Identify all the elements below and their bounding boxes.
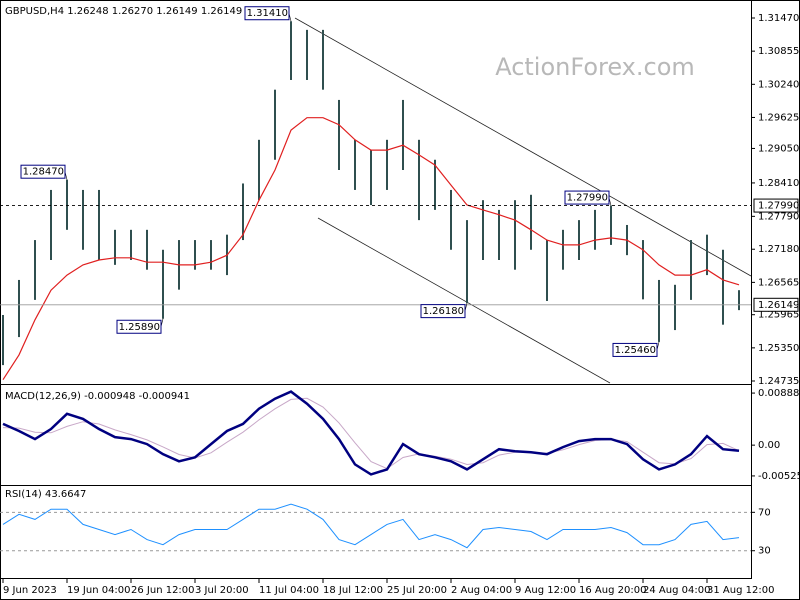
annotation-box [612, 342, 658, 357]
moving-average [2, 117, 740, 381]
x-tick-label: 25 Jul 20:00 [387, 585, 447, 596]
annotation-box [20, 164, 66, 179]
rsi-line [2, 503, 740, 549]
annotation-label: 1.28470 [23, 167, 64, 178]
x-tick-label: 2 Aug 04:00 [451, 585, 512, 596]
x-tick-label: 3 Jul 20:00 [195, 585, 249, 596]
x-tick-label: 19 Jun 04:00 [67, 585, 131, 596]
y-tick-label: 1.31470 [758, 13, 799, 24]
y-tick-label: 1.27180 [758, 244, 799, 255]
annotation-box [116, 319, 162, 334]
x-tick-label: 9 Jun 2023 [3, 585, 57, 596]
y-tick-label: 1.24735 [758, 376, 799, 387]
axis-label: 1.26149 [758, 300, 799, 311]
watermark: ActionForex.com [495, 53, 695, 81]
axis-label-box [753, 297, 799, 312]
y-tick-label: 1.26565 [758, 277, 799, 288]
annotation-box [564, 190, 610, 205]
y-tick-label: 1.29050 [758, 143, 799, 154]
y-tick-label: 1.25350 [758, 343, 799, 354]
annotation-label: 1.27990 [567, 193, 608, 204]
annotation-label: 1.25460 [615, 345, 656, 356]
annotation-label: 1.31410 [247, 8, 288, 19]
channel-line [317, 217, 611, 384]
y-tick-label: 0.00 [758, 440, 780, 451]
axis-label-box [753, 198, 799, 213]
y-tick-label: 1.25965 [758, 310, 799, 321]
macd-title: MACD(12,26,9) -0.000948 -0.000941 [5, 391, 190, 402]
y-tick-label: 70 [758, 507, 771, 518]
annotation-label: 1.26180 [423, 306, 464, 317]
rsi-title: RSI(14) 43.6647 [5, 489, 86, 500]
y-tick-label: 1.29625 [758, 112, 799, 123]
y-tick-label: 30 [758, 546, 771, 557]
y-tick-label: 1.30240 [758, 79, 799, 90]
y-tick-label: -0.005252 [758, 471, 800, 482]
x-tick-label: 9 Aug 12:00 [515, 585, 576, 596]
y-tick-label: 1.27790 [758, 211, 799, 222]
channel-line [294, 17, 752, 277]
x-tick-label: 16 Aug 20:00 [579, 585, 646, 596]
y-tick-label: 0.008884 [758, 388, 800, 399]
axis-label: 1.27990 [758, 201, 799, 212]
annotation-box [420, 304, 466, 319]
x-tick-label: 18 Jul 12:00 [323, 585, 383, 596]
macd-line [2, 390, 740, 476]
y-tick-label: 1.30855 [758, 46, 799, 57]
x-tick-label: 24 Aug 04:00 [643, 585, 710, 596]
x-tick-label: 31 Aug 12:00 [707, 585, 774, 596]
y-tick-label: 1.28410 [758, 178, 799, 189]
x-tick-label: 11 Jul 04:00 [259, 585, 319, 596]
annotation-label: 1.25890 [119, 322, 160, 333]
x-tick-label: 26 Jun 12:00 [131, 585, 195, 596]
annotation-box [244, 6, 290, 21]
chart-title: GBPUSD,H4 1.26248 1.26270 1.26149 1.2614… [5, 6, 242, 17]
